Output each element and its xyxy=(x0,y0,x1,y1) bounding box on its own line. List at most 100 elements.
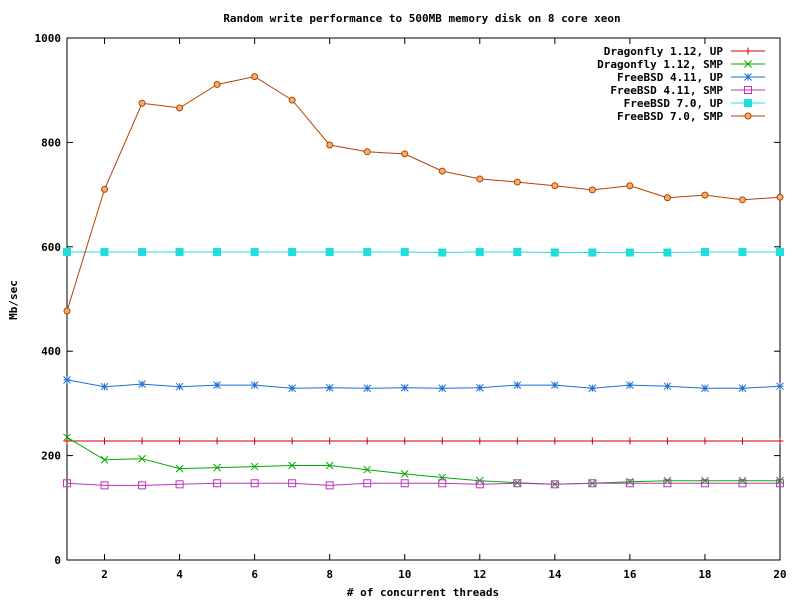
y-tick-label: 0 xyxy=(54,554,61,567)
series-1 xyxy=(63,437,784,445)
data-point xyxy=(400,248,409,257)
series-2 xyxy=(63,433,784,489)
data-point xyxy=(325,248,334,257)
data-point xyxy=(363,384,372,393)
data-point xyxy=(550,480,559,489)
series-4 xyxy=(63,479,784,490)
series-line xyxy=(66,76,781,312)
data-point xyxy=(663,479,672,488)
x-tick-label: 16 xyxy=(623,568,637,581)
x-tick-label: 14 xyxy=(548,568,562,581)
series-line xyxy=(67,251,780,254)
data-point xyxy=(738,196,746,204)
data-point xyxy=(251,73,259,81)
data-point xyxy=(363,248,372,257)
data-point xyxy=(588,479,597,488)
data-point xyxy=(175,248,184,257)
data-point xyxy=(213,463,221,472)
legend-marker xyxy=(744,99,752,107)
data-point xyxy=(176,437,184,445)
data-point xyxy=(138,454,146,463)
data-point xyxy=(663,437,671,445)
x-tick-label: 8 xyxy=(326,568,333,581)
data-point xyxy=(400,383,409,392)
data-point xyxy=(288,479,297,488)
data-point xyxy=(700,479,709,488)
data-point xyxy=(626,381,634,389)
data-point xyxy=(663,382,672,391)
data-point xyxy=(776,193,784,201)
legend-label: Dragonfly 1.12, SMP xyxy=(597,58,723,71)
data-point xyxy=(438,384,447,393)
data-point xyxy=(325,383,334,392)
legend-label: FreeBSD 4.11, SMP xyxy=(610,84,723,97)
data-point xyxy=(213,437,221,445)
data-point xyxy=(250,479,259,488)
data-point xyxy=(738,437,746,445)
y-axis-label: Mb/sec xyxy=(7,280,20,320)
data-point xyxy=(738,384,747,393)
data-point xyxy=(701,191,709,199)
data-point xyxy=(213,80,221,88)
x-tick-label: 6 xyxy=(251,568,258,581)
data-point xyxy=(363,148,371,156)
data-point xyxy=(475,480,484,489)
chart-title: Random write performance to 500MB memory… xyxy=(223,12,620,25)
data-point xyxy=(175,464,184,473)
legend-marker xyxy=(744,73,752,81)
data-point xyxy=(213,381,221,389)
data-point xyxy=(100,455,109,464)
x-tick-label: 2 xyxy=(101,568,108,581)
x-axis-label: # of concurrent threads xyxy=(347,586,499,599)
data-point xyxy=(250,248,259,257)
data-point xyxy=(101,437,109,445)
data-point xyxy=(138,248,147,257)
data-point xyxy=(401,437,409,445)
series-line xyxy=(66,436,780,485)
data-point xyxy=(513,437,521,445)
data-point xyxy=(288,96,296,104)
data-point xyxy=(251,437,259,445)
data-point xyxy=(625,248,634,257)
data-point xyxy=(213,248,222,257)
data-point xyxy=(550,248,559,257)
series-line xyxy=(66,379,781,389)
legend-marker xyxy=(744,47,752,55)
x-tick-label: 12 xyxy=(473,568,486,581)
data-point xyxy=(325,481,334,490)
legend-label: FreeBSD 7.0, SMP xyxy=(617,110,723,123)
data-point xyxy=(138,481,147,490)
data-point xyxy=(325,461,334,470)
x-tick-label: 20 xyxy=(773,568,786,581)
series-3 xyxy=(63,376,784,393)
x-tick-label: 18 xyxy=(698,568,711,581)
data-point xyxy=(738,479,747,488)
data-point xyxy=(63,479,71,488)
data-point xyxy=(701,384,709,393)
data-point xyxy=(438,167,446,175)
legend-label: FreeBSD 4.11, UP xyxy=(617,71,723,84)
series-line xyxy=(66,482,780,486)
data-point xyxy=(175,480,184,489)
series-5 xyxy=(63,248,784,257)
data-point xyxy=(776,248,784,257)
data-point xyxy=(400,470,409,478)
data-point xyxy=(100,481,109,490)
data-point xyxy=(401,150,409,158)
legend-label: Dragonfly 1.12, UP xyxy=(604,45,724,58)
data-point xyxy=(588,384,597,393)
data-point xyxy=(363,437,371,445)
data-point xyxy=(776,382,784,391)
data-point xyxy=(513,178,521,186)
data-point xyxy=(400,479,409,488)
data-point xyxy=(626,437,634,445)
data-point xyxy=(213,479,222,488)
data-point xyxy=(513,479,522,488)
data-point xyxy=(326,437,334,445)
data-point xyxy=(176,104,184,112)
data-point xyxy=(63,433,71,442)
data-point xyxy=(250,462,259,471)
plot-frame xyxy=(66,37,781,561)
